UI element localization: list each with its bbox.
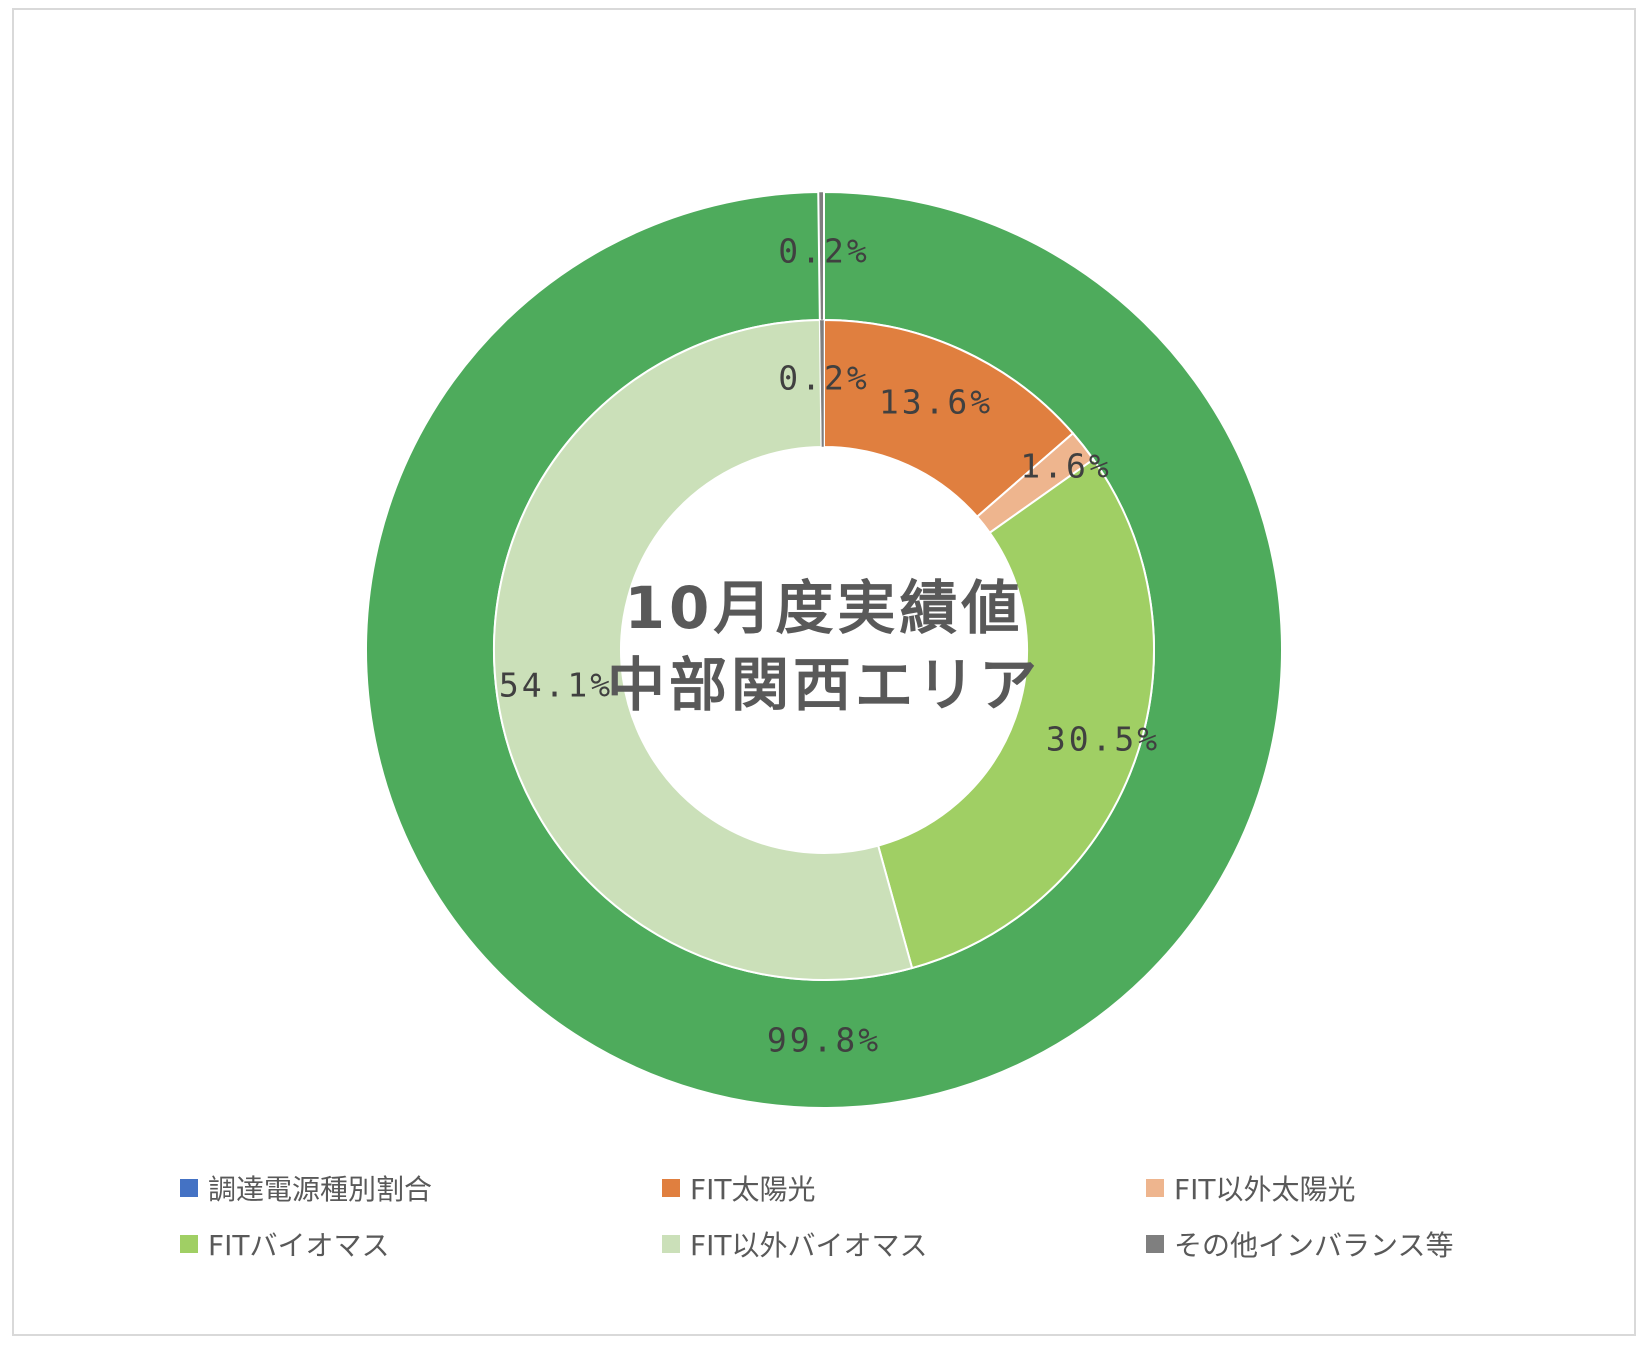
legend-label-4: FIT以外バイオマス bbox=[690, 1229, 928, 1262]
inner-ring-label-2: 30.5% bbox=[1046, 720, 1160, 759]
inner-ring-slice-2 bbox=[876, 458, 1155, 970]
legend-item-3: FITバイオマス bbox=[180, 1224, 389, 1264]
slice-labels: 0.2% 99.8% 13.6% 1.6% 30.5% 54.1% 0.2% bbox=[499, 232, 1160, 1060]
legend-label-5: その他インバランス等 bbox=[1174, 1229, 1454, 1262]
inner-ring-slice-4 bbox=[819, 319, 825, 448]
legend-label-2: FIT以外太陽光 bbox=[1174, 1173, 1356, 1206]
outer-ring-label-0: 0.2% bbox=[778, 232, 869, 271]
legend-item-4: FIT以外バイオマス bbox=[662, 1224, 927, 1264]
legend-swatch-1 bbox=[662, 1179, 680, 1197]
center-title-line-1: 10月度実績値 bbox=[625, 574, 1024, 642]
inner-ring-label-4: 0.2% bbox=[778, 359, 869, 398]
legend-item-5: その他インバランス等 bbox=[1146, 1224, 1453, 1264]
legend-swatch-0 bbox=[180, 1179, 198, 1197]
inner-ring-label-3: 54.1% bbox=[499, 666, 613, 705]
legend-label-1: FIT太陽光 bbox=[690, 1173, 816, 1206]
inner-ring bbox=[493, 318, 1155, 981]
inner-ring-slice-3 bbox=[493, 319, 914, 981]
legend-swatch-2 bbox=[1146, 1179, 1164, 1197]
legend-swatch-4 bbox=[662, 1235, 680, 1253]
legend-swatch-5 bbox=[1146, 1235, 1164, 1253]
center-title-line-2: 中部関西エリア bbox=[607, 651, 1041, 719]
chart-legend: 調達電源種別割合 FIT太陽光 FIT以外太陽光 FITバイオマス FIT以外バイオマス… bbox=[0, 1168, 1648, 1298]
outer-ring-label-1: 99.8% bbox=[767, 1021, 881, 1060]
legend-swatch-3 bbox=[180, 1235, 198, 1253]
legend-item-1: FIT太陽光 bbox=[662, 1168, 815, 1208]
legend-label-3: FITバイオマス bbox=[208, 1229, 390, 1262]
legend-label-0: 調達電源種別割合 bbox=[208, 1173, 433, 1206]
center-title: 10月度実績値 中部関西エリア bbox=[607, 574, 1041, 719]
inner-ring-label-1: 1.6% bbox=[1020, 447, 1111, 486]
legend-item-0: 調達電源種別割合 bbox=[180, 1168, 432, 1208]
legend-item-2: FIT以外太陽光 bbox=[1146, 1168, 1355, 1208]
inner-ring-label-0: 13.6% bbox=[879, 383, 993, 422]
